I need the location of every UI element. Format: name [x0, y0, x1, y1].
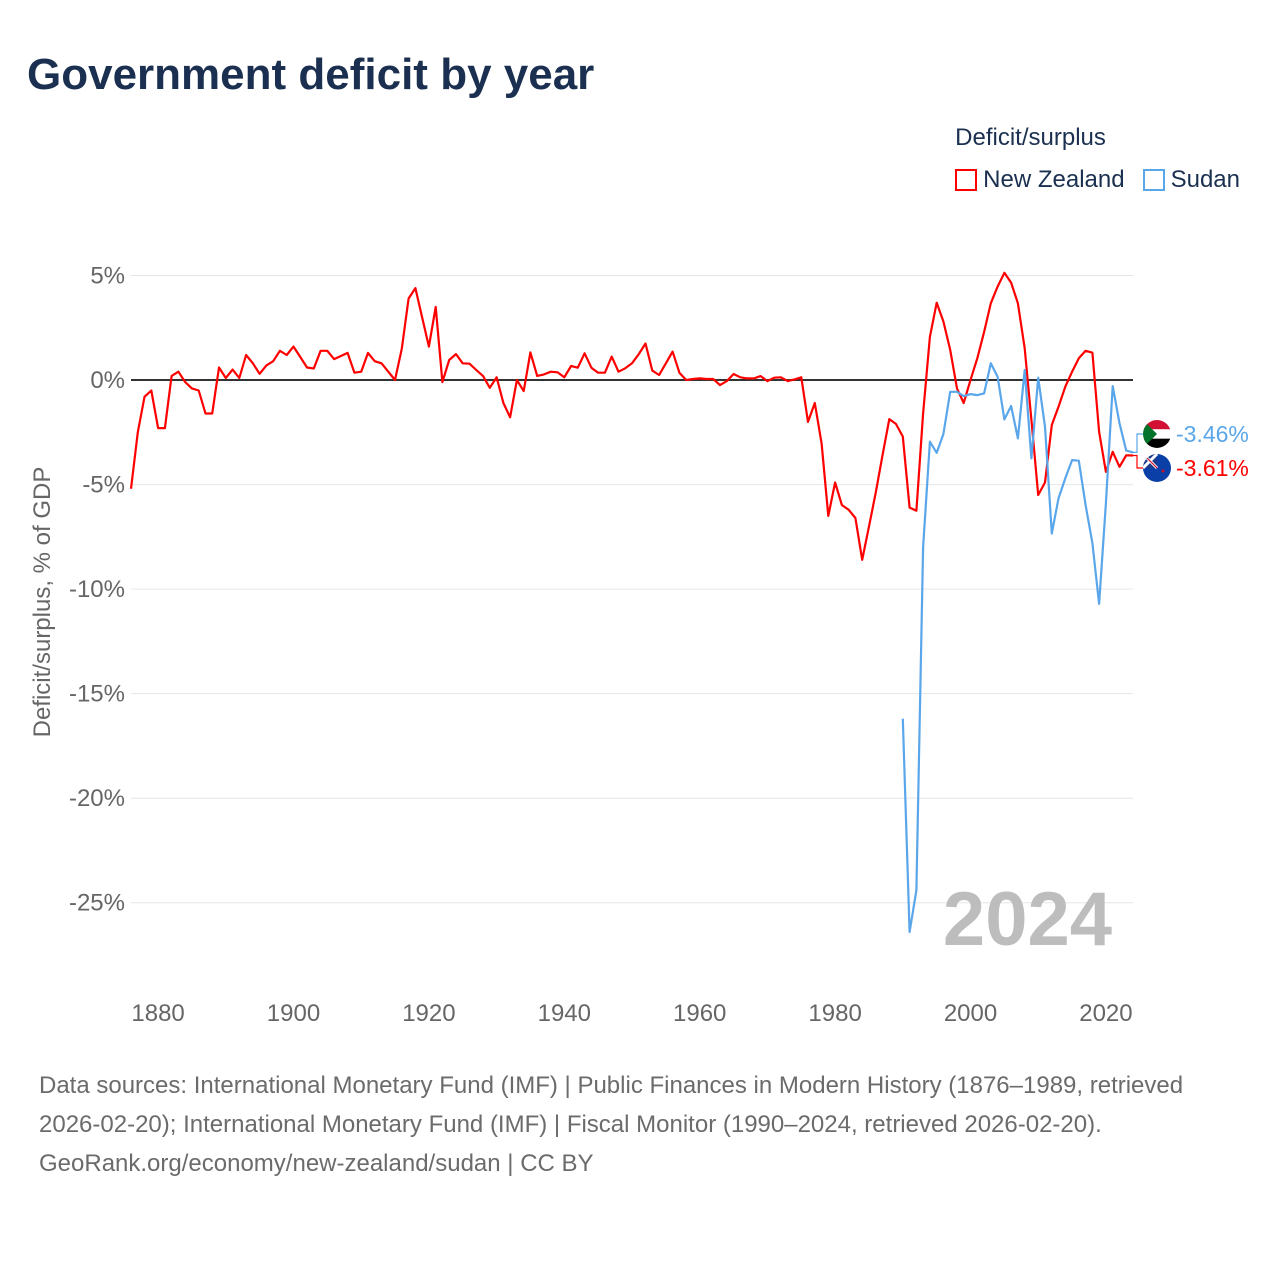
y-axis-label: Deficit/surplus, % of GDP [29, 467, 56, 738]
chart-title: Government deficit by year [27, 50, 595, 99]
y-tick-label: -10% [69, 576, 125, 603]
source-link[interactable]: GeoRank.org/economy/new-zealand/sudan [39, 1150, 501, 1177]
legend-label: Sudan [1170, 166, 1240, 193]
x-tick-label: 2020 [1079, 1000, 1132, 1027]
end-value-label-new-zealand: -3.61% [1176, 455, 1249, 481]
legend-item-sudan[interactable]: Sudan [1142, 166, 1240, 194]
legend-item-new-zealand[interactable]: New Zealand [955, 166, 1125, 194]
x-tick-label: 1880 [131, 1000, 184, 1027]
y-tick-label: -15% [69, 681, 125, 708]
legend-title: Deficit/surplus [955, 124, 1106, 151]
y-tick-label: 5% [90, 263, 125, 290]
legend-swatch-new-zealand [955, 169, 978, 191]
end-label-connector [1133, 433, 1143, 453]
x-tick-label: 1940 [538, 1000, 591, 1027]
x-tick-label: 1900 [267, 1000, 320, 1027]
legend-swatch-sudan [1142, 169, 1165, 191]
x-tick-label: 1920 [402, 1000, 455, 1027]
sudan-flag-icon [1143, 420, 1171, 448]
legend-label: New Zealand [983, 166, 1125, 193]
y-tick-label: 0% [90, 367, 125, 394]
legend: Deficit/surplus New Zealand Sudan [955, 124, 1240, 194]
end-label-connector [1133, 454, 1143, 469]
x-tick-label: 2000 [944, 1000, 997, 1027]
license: | CC BY [500, 1150, 594, 1177]
y-tick-label: -5% [82, 472, 125, 499]
year-watermark: 2024 [943, 877, 1112, 962]
footer: Data sources: International Monetary Fun… [39, 1066, 1239, 1183]
y-tick-label: -25% [69, 890, 125, 917]
new-zealand-flag-icon [1143, 454, 1171, 482]
series-line-new-zealand[interactable] [129, 271, 1134, 561]
data-sources: Data sources: International Monetary Fun… [39, 1072, 1184, 1138]
y-tick-label: -20% [69, 785, 125, 812]
x-tick-label: 1980 [808, 1000, 861, 1027]
series-line-sudan[interactable] [901, 362, 1134, 934]
x-tick-label: 1960 [673, 1000, 726, 1027]
end-value-label-sudan: -3.46% [1176, 421, 1249, 447]
